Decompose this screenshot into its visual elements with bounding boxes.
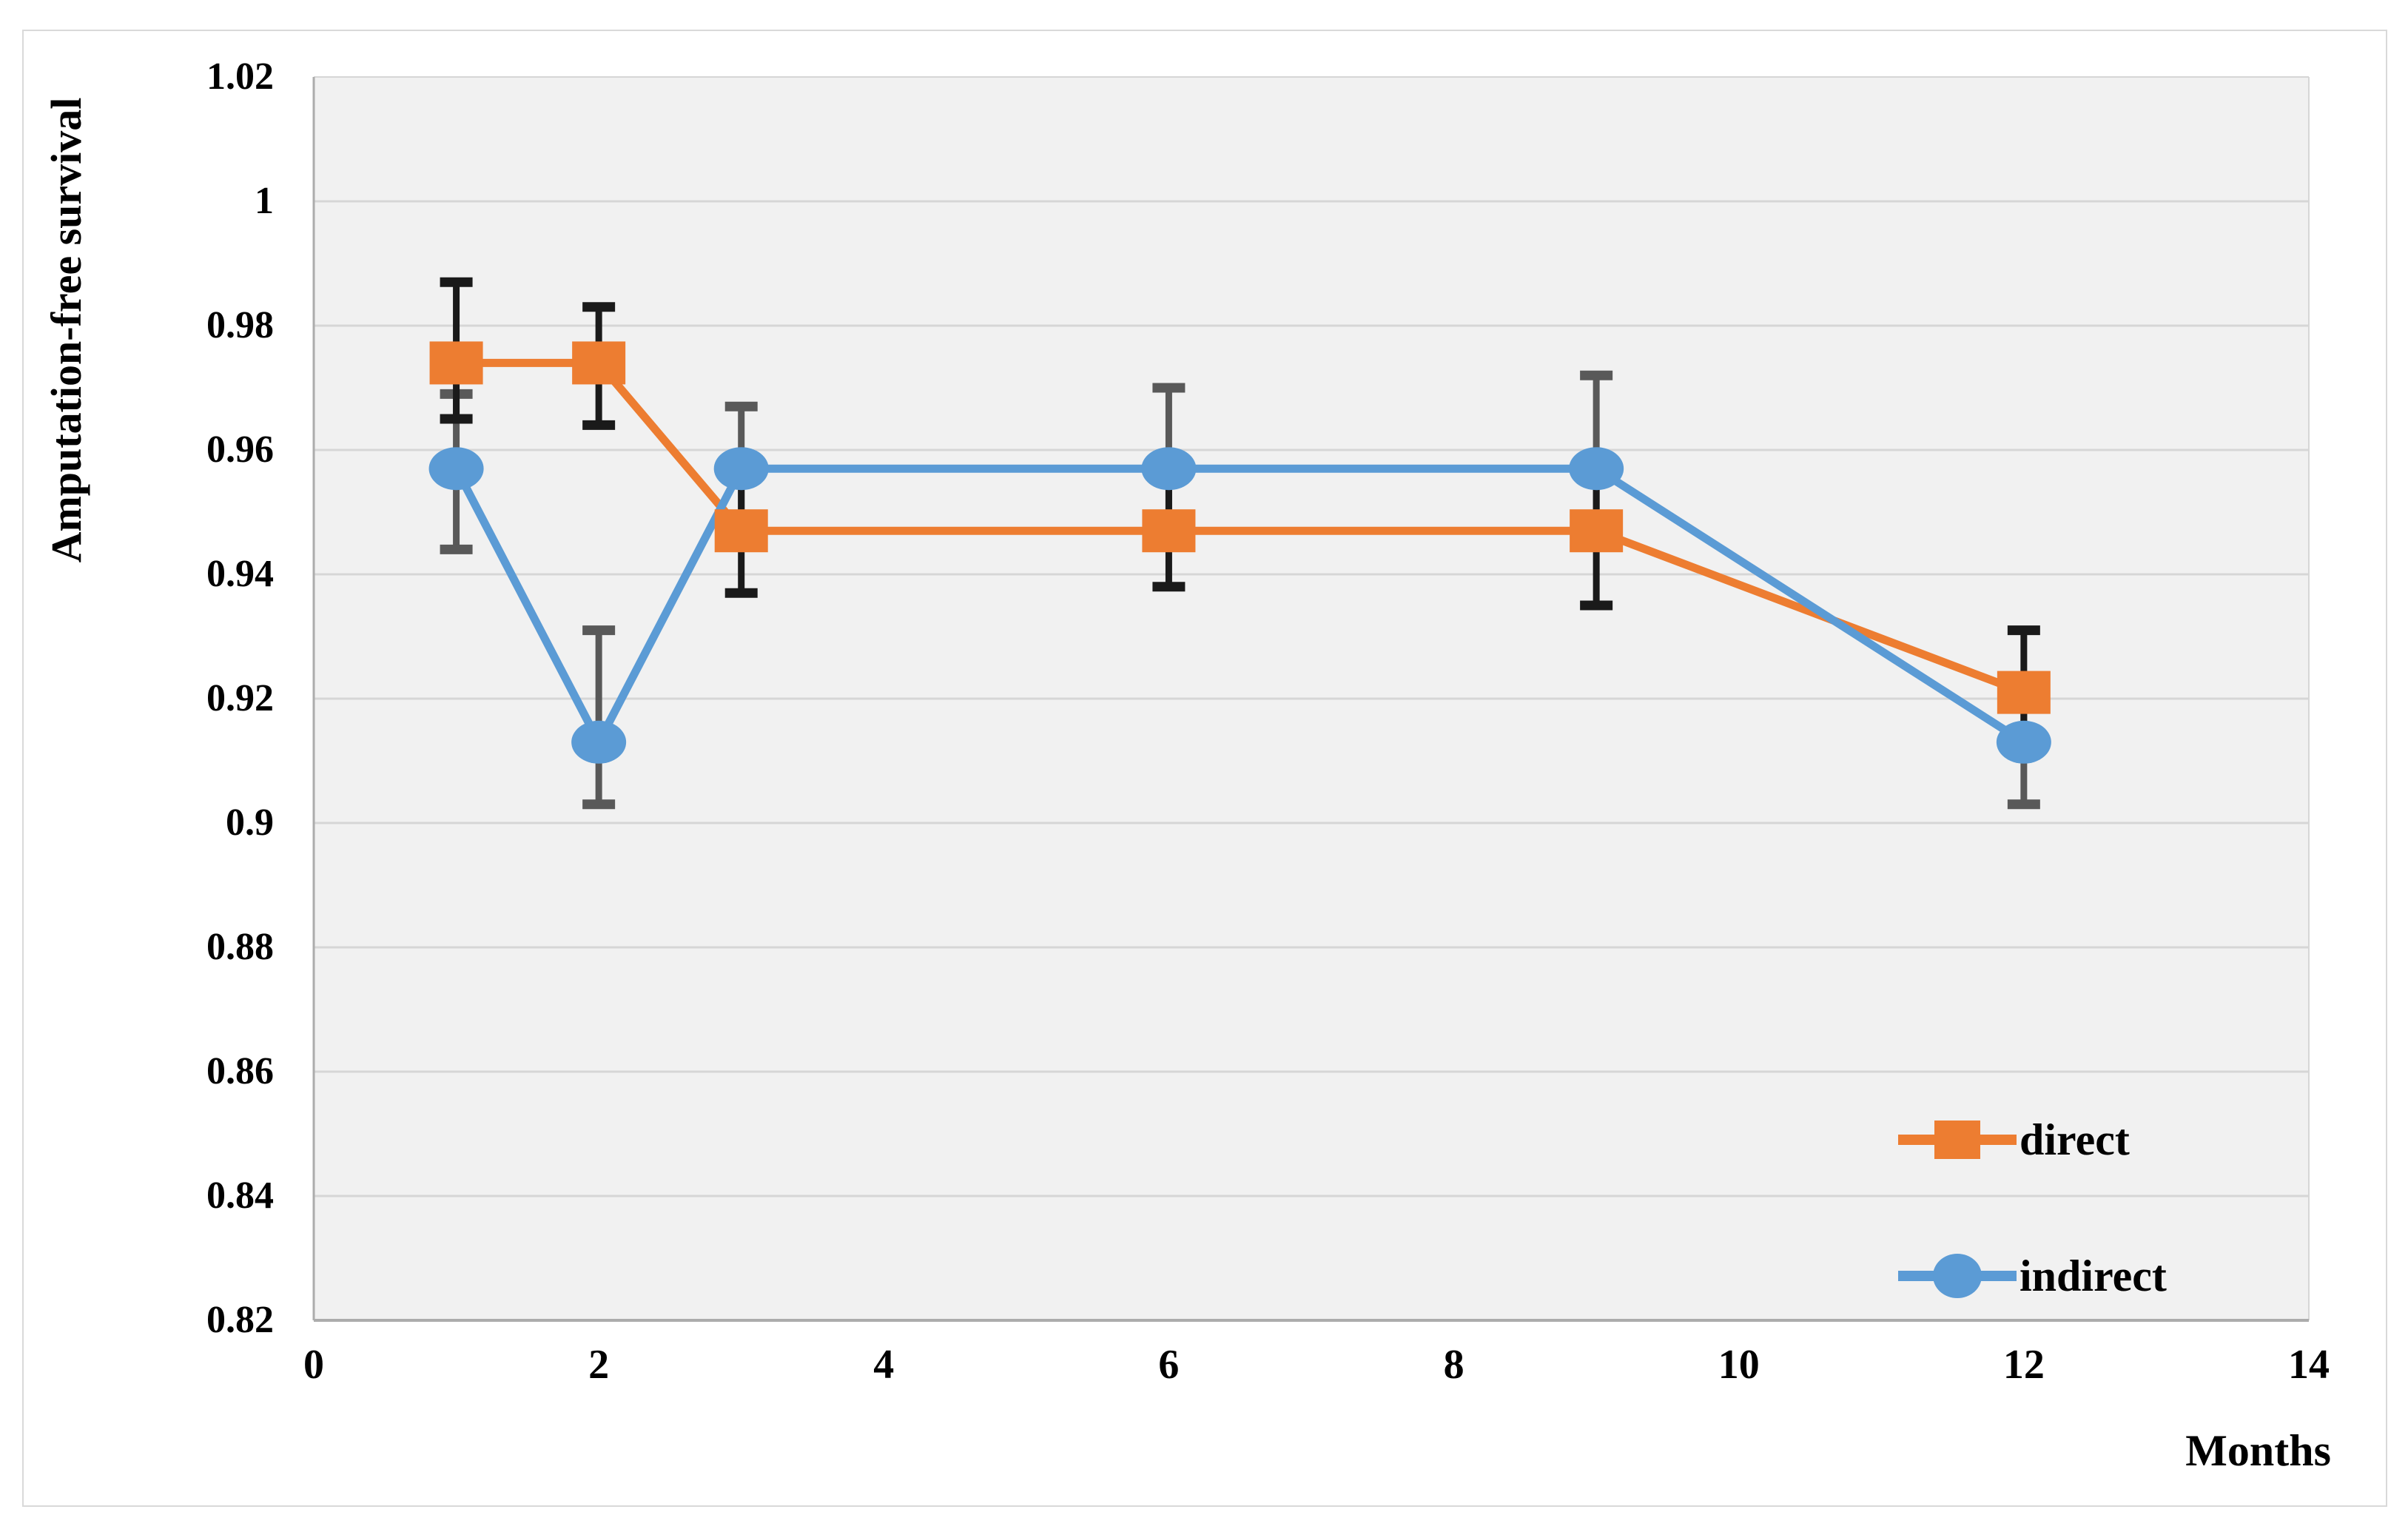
y-tick-label: 0.86 bbox=[206, 1050, 274, 1092]
direct-marker bbox=[1570, 509, 1624, 553]
chart-border bbox=[22, 30, 2387, 1507]
direct-marker bbox=[572, 341, 626, 385]
y-tick-label: 0.82 bbox=[206, 1299, 274, 1341]
y-tick-label: 1.02 bbox=[206, 56, 274, 98]
x-tick-label: 8 bbox=[1443, 1342, 1464, 1388]
indirect-marker bbox=[1141, 447, 1197, 491]
direct-marker bbox=[429, 341, 483, 385]
indirect-marker bbox=[1996, 720, 2051, 764]
y-axis-title: Amputation-free survival bbox=[42, 97, 90, 563]
direct-legend-marker bbox=[1898, 1121, 2017, 1159]
legend-label-indirect: indirect bbox=[2019, 1251, 2167, 1300]
x-axis-title: Months bbox=[2185, 1426, 2331, 1475]
indirect-marker bbox=[428, 447, 484, 491]
x-tick-label: 6 bbox=[1158, 1342, 1180, 1388]
indirect-series-line bbox=[452, 464, 2028, 747]
indirect-legend-marker bbox=[1898, 1254, 2017, 1298]
indirect-marker bbox=[571, 720, 627, 764]
x-tick-label: 4 bbox=[873, 1342, 895, 1388]
y-tick-label: 0.92 bbox=[206, 677, 274, 719]
legend-item-direct: direct bbox=[1898, 1095, 2130, 1184]
y-tick-label: 0.98 bbox=[206, 304, 274, 346]
legend-item-indirect: indirect bbox=[1898, 1232, 2167, 1320]
x-tick-label: 0 bbox=[303, 1342, 324, 1388]
y-tick-label: 0.84 bbox=[206, 1175, 274, 1217]
direct-marker bbox=[1142, 509, 1196, 553]
indirect-marker bbox=[1569, 447, 1624, 491]
y-tick-label: 0.9 bbox=[226, 802, 274, 844]
y-tick-label: 0.94 bbox=[206, 553, 274, 595]
x-tick-label: 12 bbox=[2002, 1342, 2045, 1388]
indirect-marker bbox=[713, 447, 769, 491]
legend-label-direct: direct bbox=[2019, 1115, 2130, 1164]
direct-marker bbox=[1997, 671, 2051, 714]
y-tick-label: 0.88 bbox=[206, 926, 274, 968]
x-tick-label: 14 bbox=[2288, 1342, 2330, 1388]
y-tick-label: 1 bbox=[255, 180, 274, 222]
direct-marker bbox=[714, 509, 768, 553]
x-tick-label: 10 bbox=[1718, 1342, 1760, 1388]
x-tick-label: 2 bbox=[588, 1342, 610, 1388]
y-tick-label: 0.96 bbox=[206, 429, 274, 471]
